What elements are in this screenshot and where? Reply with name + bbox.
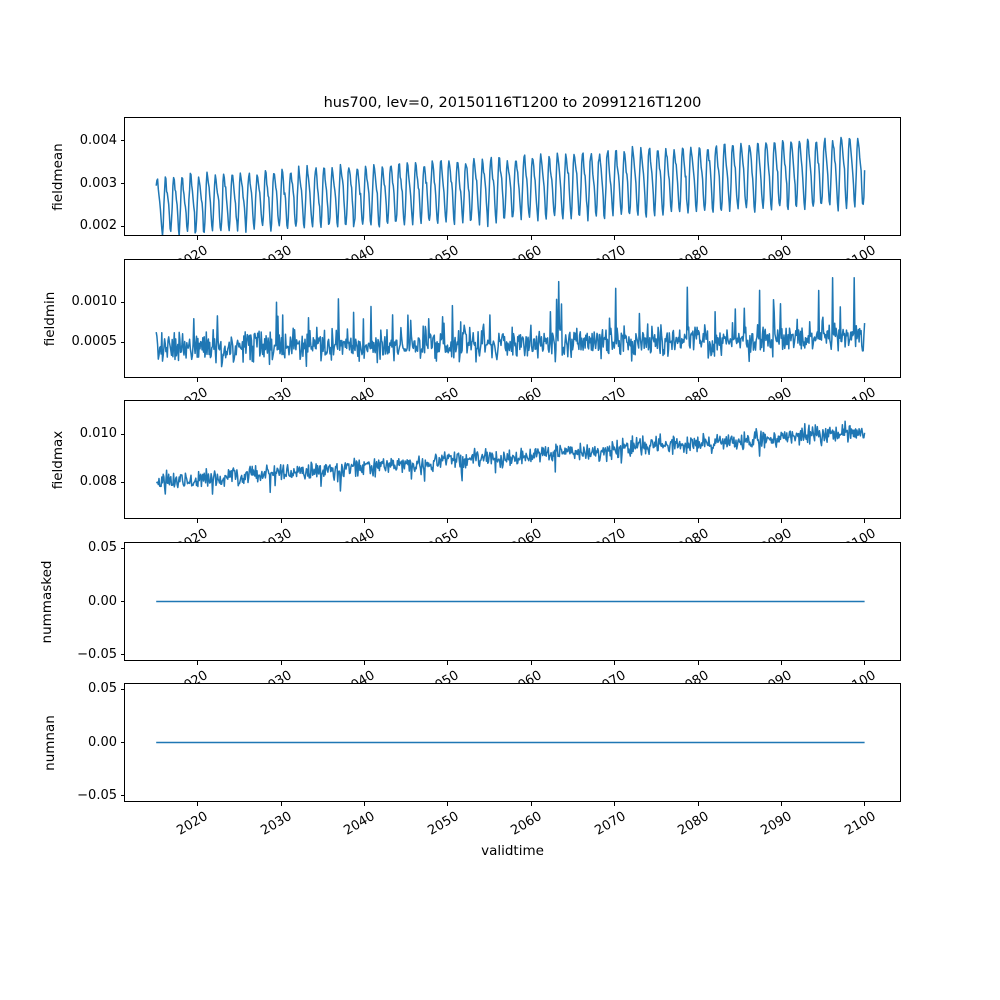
series-line-fieldmin	[155, 276, 866, 368]
x-tick-label: 2100	[842, 809, 879, 839]
x-tick-mark	[530, 236, 532, 240]
x-tick-mark	[614, 519, 616, 523]
x-tick-mark	[781, 802, 783, 806]
y-tick-mark	[121, 433, 125, 435]
x-axis-label: validtime	[481, 843, 544, 859]
x-tick-mark	[280, 519, 282, 523]
y-tick-label: 0.008	[79, 474, 117, 489]
y-tick-mark	[121, 183, 125, 185]
y-tick-label: 0.00	[88, 593, 117, 609]
x-tick-mark	[530, 519, 532, 523]
x-tick-mark	[781, 661, 783, 665]
x-tick-mark	[280, 661, 282, 665]
y-tick-mark	[121, 547, 125, 549]
x-tick-mark	[530, 378, 532, 382]
x-tick-label: 2020	[174, 809, 212, 839]
x-tick-mark	[614, 236, 616, 240]
x-tick-mark	[697, 802, 699, 806]
x-tick-mark	[447, 378, 449, 382]
x-tick-mark	[530, 661, 532, 665]
x-tick-label: 2030	[258, 809, 295, 839]
series-line-fieldmean	[155, 136, 866, 235]
x-tick-label: 2070	[592, 809, 629, 839]
y-tick-label: 0.05	[88, 681, 117, 697]
x-tick-mark	[280, 378, 282, 382]
x-tick-mark	[781, 519, 783, 523]
y-tick-label: 0.004	[79, 132, 117, 148]
x-tick-mark	[697, 519, 699, 523]
x-tick-mark	[614, 802, 616, 806]
y-tick-mark	[121, 341, 125, 343]
series-plot-nummasked	[156, 600, 865, 603]
series-plot-fieldmin	[155, 276, 866, 368]
series-plot-numnan	[156, 741, 865, 744]
y-tick-mark	[121, 654, 125, 656]
x-tick-mark	[447, 236, 449, 240]
y-tick-label: −0.05	[77, 787, 117, 803]
y-tick-label: 0.0010	[71, 294, 118, 309]
y-tick-label: 0.010	[79, 426, 117, 441]
y-tick-label: 0.00	[88, 734, 117, 750]
x-tick-mark	[363, 236, 365, 240]
x-tick-mark	[363, 519, 365, 523]
y-tick-mark	[121, 688, 125, 690]
y-tick-label: 0.002	[79, 218, 117, 234]
x-tick-mark	[697, 236, 699, 240]
x-tick-mark	[781, 378, 783, 382]
series-line-fieldmax	[156, 420, 866, 495]
y-tick-mark	[121, 225, 125, 227]
x-tick-mark	[197, 802, 199, 806]
x-tick-mark	[697, 661, 699, 665]
x-tick-mark	[197, 378, 199, 382]
x-tick-mark	[363, 661, 365, 665]
x-tick-mark	[864, 236, 866, 240]
x-tick-mark	[363, 802, 365, 806]
x-tick-mark	[781, 236, 783, 240]
series-plot-fieldmax	[156, 420, 866, 495]
y-tick-label: 0.003	[79, 175, 117, 191]
x-tick-mark	[447, 661, 449, 665]
x-tick-mark	[280, 802, 282, 806]
x-tick-mark	[864, 802, 866, 806]
x-tick-mark	[447, 519, 449, 523]
x-tick-label: 2050	[425, 809, 462, 839]
x-tick-mark	[530, 802, 532, 806]
y-tick-mark	[121, 140, 125, 142]
x-tick-mark	[697, 378, 699, 382]
x-tick-mark	[197, 236, 199, 240]
y-tick-mark	[121, 301, 125, 303]
x-tick-mark	[197, 661, 199, 665]
y-tick-label: 0.0005	[71, 334, 118, 349]
y-tick-mark	[121, 601, 125, 602]
x-tick-mark	[197, 519, 199, 523]
x-tick-mark	[280, 236, 282, 240]
y-tick-mark	[121, 742, 125, 743]
x-tick-mark	[864, 378, 866, 382]
y-tick-label: −0.05	[77, 646, 117, 662]
x-tick-mark	[864, 519, 866, 523]
chart-title: hus700, lev=0, 20150116T1200 to 20991216…	[323, 95, 702, 111]
x-tick-mark	[614, 661, 616, 665]
y-tick-mark	[121, 795, 125, 797]
x-tick-label: 2080	[675, 809, 712, 839]
x-tick-mark	[614, 378, 616, 382]
x-tick-label: 2040	[341, 809, 378, 839]
x-tick-label: 2090	[758, 809, 796, 839]
x-tick-mark	[447, 802, 449, 806]
x-tick-mark	[363, 378, 365, 382]
y-tick-mark	[121, 481, 125, 483]
x-tick-label: 2060	[508, 809, 545, 839]
y-tick-label: 0.05	[88, 540, 117, 556]
x-tick-mark	[864, 661, 866, 665]
series-plot-fieldmean	[155, 136, 866, 235]
